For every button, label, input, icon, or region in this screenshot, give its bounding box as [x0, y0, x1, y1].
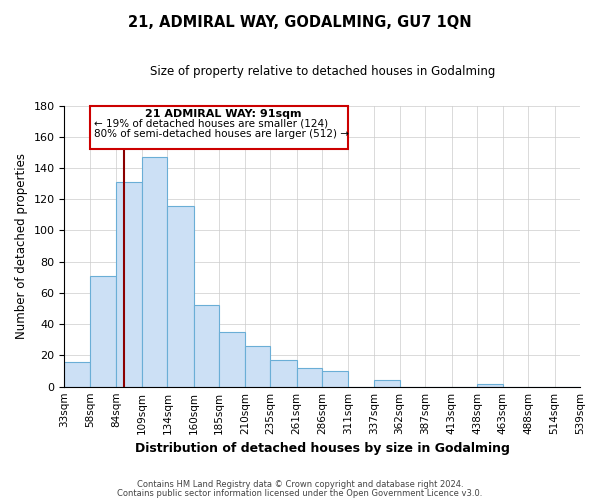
- Bar: [245, 346, 270, 387]
- Bar: [167, 206, 194, 386]
- Bar: [219, 332, 245, 386]
- Text: 21 ADMIRAL WAY: 91sqm: 21 ADMIRAL WAY: 91sqm: [145, 108, 301, 118]
- Text: Contains public sector information licensed under the Open Government Licence v3: Contains public sector information licen…: [118, 488, 482, 498]
- Bar: [142, 157, 167, 386]
- FancyBboxPatch shape: [90, 106, 347, 150]
- Bar: [322, 371, 347, 386]
- Text: ← 19% of detached houses are smaller (124): ← 19% of detached houses are smaller (12…: [94, 118, 328, 128]
- Text: Contains HM Land Registry data © Crown copyright and database right 2024.: Contains HM Land Registry data © Crown c…: [137, 480, 463, 489]
- Text: 21, ADMIRAL WAY, GODALMING, GU7 1QN: 21, ADMIRAL WAY, GODALMING, GU7 1QN: [128, 15, 472, 30]
- Bar: [116, 182, 142, 386]
- X-axis label: Distribution of detached houses by size in Godalming: Distribution of detached houses by size …: [135, 442, 509, 455]
- Bar: [194, 306, 219, 386]
- Text: 80% of semi-detached houses are larger (512) →: 80% of semi-detached houses are larger (…: [94, 129, 349, 139]
- Title: Size of property relative to detached houses in Godalming: Size of property relative to detached ho…: [149, 65, 495, 78]
- Bar: [477, 384, 503, 386]
- Y-axis label: Number of detached properties: Number of detached properties: [15, 153, 28, 339]
- Bar: [297, 368, 322, 386]
- Bar: [90, 276, 116, 386]
- Bar: [64, 362, 90, 386]
- Bar: [270, 360, 297, 386]
- Bar: [374, 380, 400, 386]
